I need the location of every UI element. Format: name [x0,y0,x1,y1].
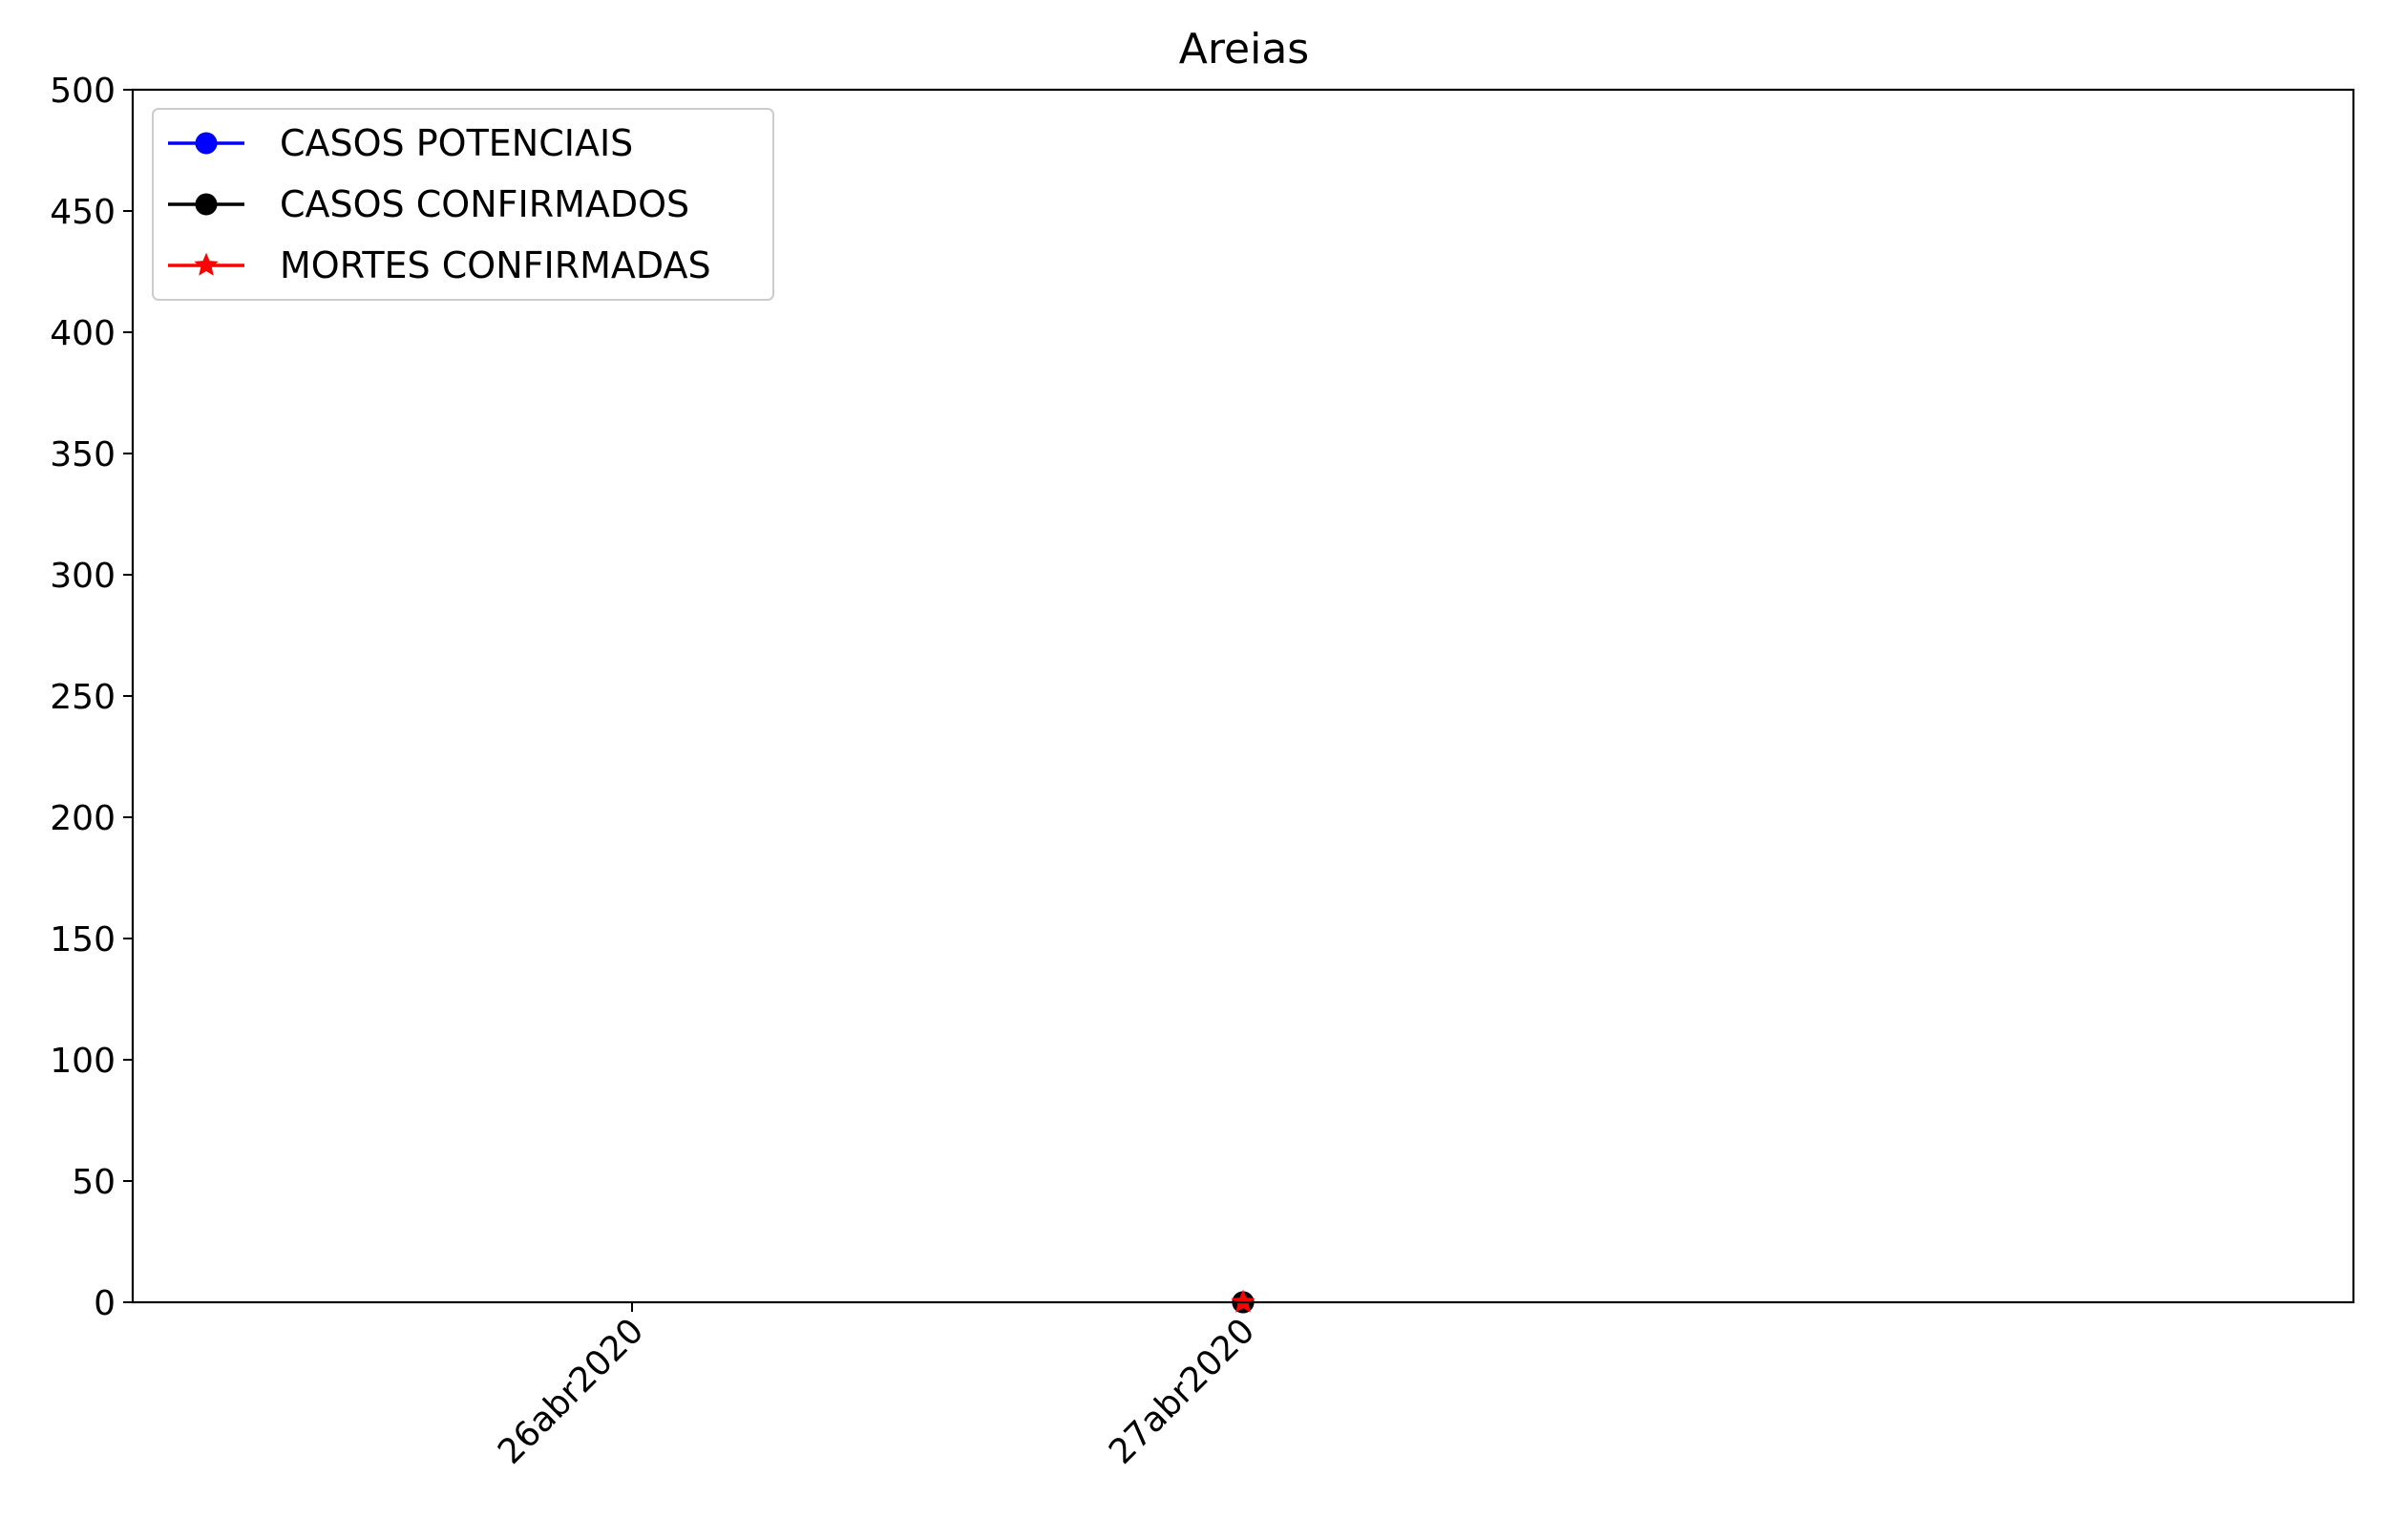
legend-marker [195,132,218,155]
legend: CASOS POTENCIAIS CASOS CONFIRMADOS MORTES … [152,108,774,301]
y-tick-label: 400 [50,314,116,353]
legend-marker [194,252,219,276]
series-mortes-confirmadas [1231,1289,1255,1313]
y-tick-label: 150 [50,920,116,960]
y-tick-label: 350 [50,435,116,475]
chart-title: Areias [1179,25,1309,74]
y-tick-label: 50 [72,1163,116,1202]
legend-item: CASOS CONFIRMADOS [168,183,689,225]
y-tick-label: 0 [94,1284,116,1323]
y-tick-label: 500 [50,72,116,111]
y-tick-label: 250 [50,678,116,717]
legend-item: MORTES CONFIRMADAS [168,244,711,286]
legend-box [152,108,774,301]
legend-label: CASOS POTENCIAIS [280,122,633,164]
y-tick-label: 450 [50,193,116,232]
y-tick-label: 100 [50,1042,116,1081]
y-axis: 0 50 100 150 200 250 300 350 400 450 500 [50,72,133,1323]
y-tick-label: 300 [50,557,116,596]
legend-marker [195,193,218,216]
legend-item: CASOS POTENCIAIS [168,122,633,164]
data-point [1231,1289,1255,1313]
legend-label: MORTES CONFIRMADAS [280,244,711,286]
legend-label: CASOS CONFIRMADOS [280,183,689,225]
y-tick-label: 200 [50,799,116,838]
plot-frame [131,88,2355,1304]
